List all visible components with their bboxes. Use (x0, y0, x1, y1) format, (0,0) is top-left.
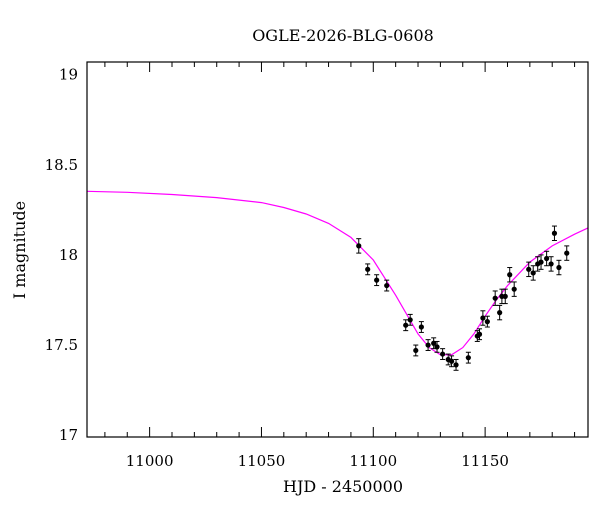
data-point (465, 351, 471, 364)
data-point (413, 344, 419, 357)
point-marker (548, 261, 554, 267)
point-marker (374, 277, 380, 283)
point-marker (384, 282, 390, 289)
plot-frame (86, 61, 589, 438)
data-point (535, 256, 541, 272)
data-point (548, 256, 554, 272)
point-marker (502, 293, 508, 299)
data-point (365, 263, 371, 276)
point-marker (448, 358, 455, 364)
data-point (511, 281, 517, 297)
point-marker (507, 272, 513, 278)
point-marker (551, 230, 558, 236)
y-tick-label: 19 (59, 66, 78, 84)
x-tick-label: 11050 (238, 452, 286, 470)
data-point (453, 358, 459, 371)
y-tick-label: 18 (59, 246, 78, 264)
point-marker (497, 310, 503, 316)
data-point (356, 238, 362, 254)
data-point (448, 355, 455, 368)
point-marker (431, 340, 437, 346)
point-marker (556, 264, 562, 271)
data-point (556, 259, 562, 276)
point-marker (484, 319, 490, 325)
data-point (551, 225, 558, 241)
x-tick-label: 11100 (349, 452, 397, 470)
data-point (374, 274, 380, 287)
model-line (86, 190, 589, 356)
data-point (403, 319, 409, 332)
data-point (484, 315, 490, 328)
point-marker (453, 362, 459, 368)
data-point (502, 288, 508, 305)
data-point (407, 313, 413, 326)
point-marker (492, 295, 498, 301)
y-axis-label: I magnitude (10, 201, 29, 299)
point-marker (526, 266, 532, 272)
point-marker (544, 255, 550, 262)
point-marker (418, 324, 424, 330)
data-point (492, 290, 498, 306)
point-marker (413, 347, 419, 354)
point-marker (465, 355, 471, 361)
data-point (526, 261, 532, 278)
data-point (384, 279, 390, 292)
data-point (497, 304, 503, 321)
point-marker (425, 342, 431, 348)
data-point (476, 328, 483, 341)
axis-ticks (104, 62, 576, 437)
data-point (564, 245, 570, 261)
x-axis-label: HJD - 2450000 (283, 477, 403, 496)
data-point (538, 254, 544, 270)
model-curve (86, 190, 589, 356)
data-point (440, 348, 446, 360)
point-marker (365, 266, 371, 272)
data-point (530, 265, 536, 281)
point-marker (476, 331, 483, 337)
y-tick-label: 17 (59, 426, 78, 444)
point-marker (480, 315, 486, 321)
x-tick-label: 11000 (126, 452, 174, 470)
data-point (418, 321, 424, 333)
point-marker (403, 322, 409, 328)
point-marker (356, 243, 362, 249)
y-tick-label: 18.5 (45, 156, 78, 174)
point-marker (538, 259, 544, 265)
point-marker (407, 317, 413, 323)
point-marker (434, 344, 440, 350)
point-marker (440, 351, 446, 357)
data-point (480, 310, 486, 326)
chart-title: OGLE-2026-BLG-0608 (252, 26, 434, 45)
tick-labels: 11000 11050 11100 11150 17 17.5 18 18.5 19 (45, 66, 509, 470)
x-tick-label: 11150 (461, 452, 509, 470)
point-marker (511, 286, 517, 292)
y-tick-label: 17.5 (45, 336, 78, 354)
data-points (356, 225, 570, 371)
data-point (425, 339, 431, 351)
data-point (507, 267, 513, 283)
data-point (544, 250, 550, 267)
point-marker (530, 270, 536, 276)
data-point (434, 340, 440, 353)
point-marker (564, 250, 570, 256)
